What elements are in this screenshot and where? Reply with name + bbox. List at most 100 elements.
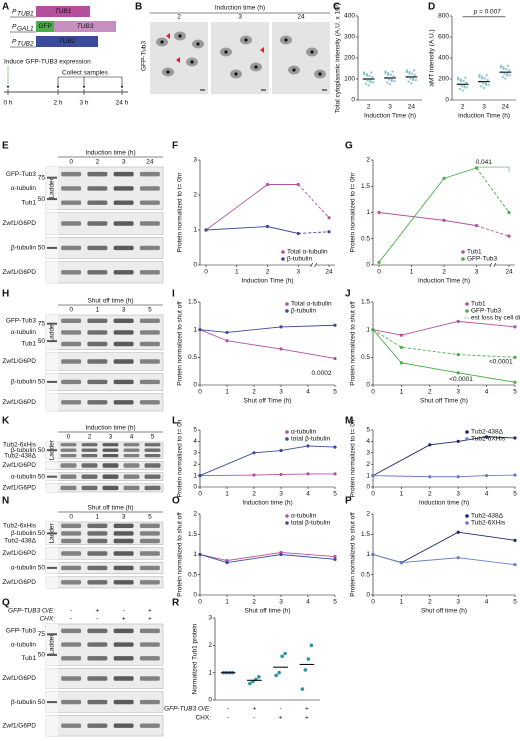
band: [144, 454, 161, 458]
point: [371, 552, 375, 557]
point: [513, 563, 517, 567]
band: [139, 565, 160, 571]
marker-label: 50: [38, 379, 46, 386]
cloud: [465, 86, 469, 89]
ladder-band: [47, 380, 57, 383]
y-tick-label: 0: [193, 382, 197, 389]
point: [309, 643, 314, 648]
x-tick-label: 0: [198, 491, 202, 498]
point: [513, 325, 517, 329]
blot-label: Zwf1/G6PD: [2, 220, 36, 227]
band: [87, 699, 108, 705]
line: [199, 329, 336, 359]
panel-letter: N: [2, 496, 9, 507]
band: [61, 171, 82, 177]
cloud: [367, 84, 370, 87]
marker-label: 50: [38, 530, 46, 537]
y-tick-label: 0: [193, 262, 197, 269]
x-tick-label: 24: [408, 104, 416, 111]
gene-label: GFP: [38, 23, 51, 30]
condition-value: +: [279, 715, 283, 722]
y-tick-label: 1.5: [361, 183, 370, 190]
cloud: [482, 86, 486, 90]
marker-label: 50: [38, 338, 46, 345]
ladder-lane: [46, 212, 58, 235]
band: [144, 485, 161, 491]
band: [113, 186, 134, 191]
point: [306, 657, 311, 661]
x-axis-label: Shut off Time (h): [420, 398, 468, 405]
panel-letter: R: [172, 598, 180, 609]
promoter: P: [12, 9, 17, 16]
x-tick-label: 3: [279, 491, 283, 498]
band: [61, 341, 82, 347]
y-tick-label: 1: [208, 669, 212, 676]
band: [87, 379, 108, 385]
blot-label: β-tubulin: [11, 530, 36, 537]
ladder-label: Ladder: [49, 321, 56, 342]
y-tick-label: 2: [193, 461, 197, 468]
y-tick-label: 200: [438, 76, 449, 83]
spindle: [160, 40, 164, 44]
ladder-label: Ladder: [49, 177, 56, 198]
point: [428, 443, 432, 447]
axis-break: [310, 262, 313, 268]
panel-letter: M: [345, 416, 353, 427]
cloud: [481, 82, 485, 85]
ladder-band: [47, 340, 57, 343]
line: [199, 554, 336, 564]
x-tick-label: 4: [306, 491, 310, 498]
band: [87, 200, 108, 205]
y-tick-label: 0.5: [361, 354, 370, 361]
point: [225, 561, 229, 565]
band: [61, 318, 82, 323]
x-tick-label: 0: [198, 389, 202, 396]
y-axis-label: Protein normalized to t= 0hr: [177, 172, 184, 253]
marker-label: 50: [38, 245, 46, 252]
x-tick-label: 2: [252, 491, 256, 498]
point: [280, 654, 284, 659]
marker-label: 50: [38, 196, 46, 203]
point: [300, 687, 305, 691]
lane-label: 2: [88, 434, 92, 441]
point: [198, 328, 202, 332]
lane-label: 1: [96, 514, 100, 521]
lane-label: 5: [148, 514, 152, 521]
lane-label: 1: [96, 307, 100, 314]
cloud: [410, 82, 413, 85]
spindle: [166, 70, 170, 74]
point: [327, 230, 331, 234]
condition-value: -: [227, 706, 229, 713]
x-tick-label: 1: [400, 491, 404, 498]
line: [297, 184, 330, 219]
x-tick-label: 5: [333, 491, 337, 498]
cloud: [393, 79, 396, 83]
condition-value: +: [122, 616, 126, 623]
ladder-label: Ladder: [49, 634, 56, 655]
cloud: [503, 72, 506, 75]
point: [303, 668, 308, 672]
point: [306, 444, 310, 448]
promoter: P: [12, 24, 17, 31]
point: [513, 380, 517, 384]
band: [113, 221, 134, 226]
y-axis-label: Protein normalized to shut off: [350, 512, 357, 597]
cloud: [483, 77, 487, 80]
line: [378, 167, 477, 263]
cloud: [371, 81, 375, 84]
legend-swatch: [461, 250, 465, 254]
band: [87, 341, 108, 347]
gene-label: TUB2: [59, 38, 76, 45]
band: [81, 454, 98, 458]
band: [139, 538, 160, 544]
panel-letter: Q: [2, 598, 10, 609]
point: [225, 330, 229, 335]
x-tick-label: 3: [388, 104, 392, 111]
band: [144, 448, 161, 452]
band: [61, 200, 82, 205]
point: [485, 474, 489, 478]
x-tick-label: 2: [252, 389, 256, 396]
line: [372, 329, 516, 358]
band: [60, 454, 77, 458]
point: [474, 224, 479, 228]
